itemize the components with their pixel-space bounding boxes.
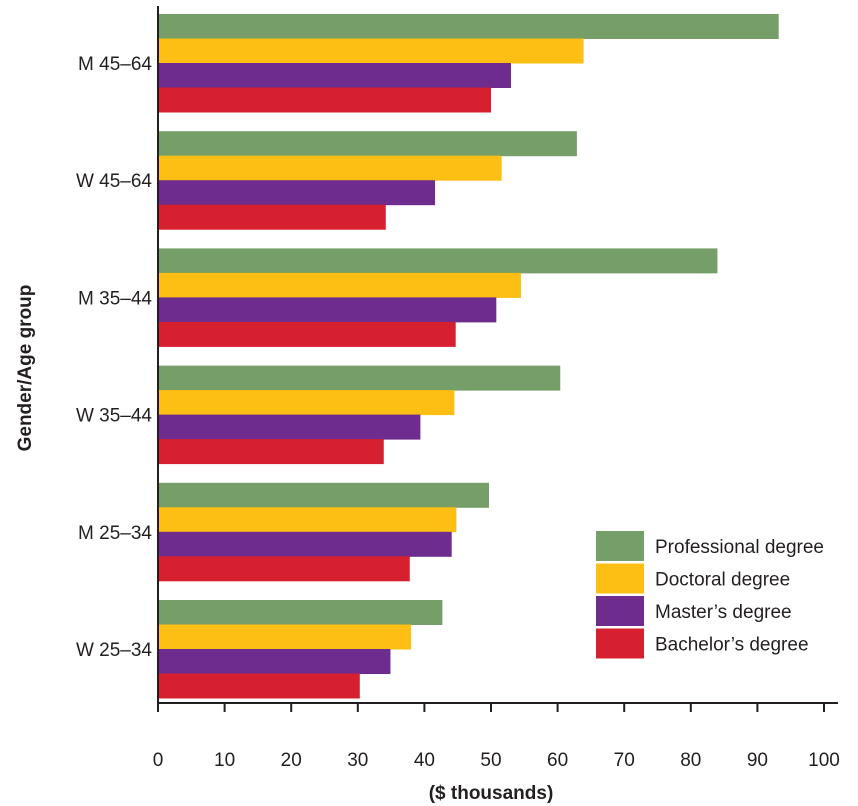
bar: [158, 87, 491, 113]
bar: [158, 297, 497, 323]
y-axis-title: Gender/Age group: [15, 285, 36, 452]
legend-label: Master’s degree: [655, 602, 792, 623]
x-tick-label: 90: [747, 750, 768, 771]
category-label: W 25–34: [76, 640, 152, 661]
legend-swatch: [596, 596, 644, 626]
x-tick-label: 40: [414, 750, 435, 771]
bar: [158, 248, 718, 274]
legend-label: Bachelor’s degree: [655, 635, 809, 656]
bar: [158, 482, 490, 508]
bar: [158, 38, 584, 64]
bars-layer: [158, 14, 779, 699]
legend-swatch: [596, 563, 644, 594]
legend-swatch: [596, 531, 644, 561]
legend: Professional degree Doctoral degree Master…: [596, 531, 824, 659]
category-label: M 25–34: [78, 523, 152, 544]
category-label: W 45–64: [76, 171, 152, 192]
category-label: W 35–44: [76, 406, 152, 427]
x-tick-label: 100: [808, 750, 840, 771]
bar: [158, 507, 457, 533]
bar: [158, 272, 521, 298]
bar: [158, 14, 779, 39]
bar: [158, 390, 455, 416]
bar: [158, 531, 452, 557]
category-label: M 45–64: [78, 54, 152, 75]
x-tick-label: 10: [214, 750, 235, 771]
legend-label: Doctoral degree: [655, 570, 790, 591]
x-tick-label: 80: [680, 750, 701, 771]
bar: [158, 131, 577, 157]
bar: [158, 321, 456, 347]
bar: [158, 204, 386, 230]
category-label: M 35–44: [78, 288, 152, 309]
bar: [158, 365, 561, 391]
x-tick-label: 60: [547, 750, 568, 771]
category-labels: M 45–64 W 45–64 M 35–44 W 35–44 M 25–34 W 25–…: [76, 54, 152, 661]
bar: [158, 600, 443, 625]
bar: [158, 63, 511, 88]
x-ticks: 0 10 20 30 40 50 60 70 80 90 100: [153, 703, 840, 771]
bar: [158, 649, 391, 674]
x-tick-label: 0: [153, 750, 164, 771]
x-tick-label: 50: [480, 750, 501, 771]
x-tick-label: 30: [347, 750, 368, 771]
bar: [158, 414, 421, 440]
bar: [158, 624, 412, 650]
x-axis-title: ($ thousands): [429, 783, 554, 804]
legend-label: Professional degree: [655, 537, 824, 558]
axes-layer: [157, 6, 838, 704]
x-tick-label: 70: [614, 750, 635, 771]
bar: [158, 155, 502, 181]
bar: [158, 556, 410, 582]
x-tick-label: 20: [281, 750, 302, 771]
bar: [158, 439, 384, 465]
bar: [158, 180, 436, 206]
bar: [158, 673, 360, 699]
legend-swatch: [596, 628, 644, 659]
